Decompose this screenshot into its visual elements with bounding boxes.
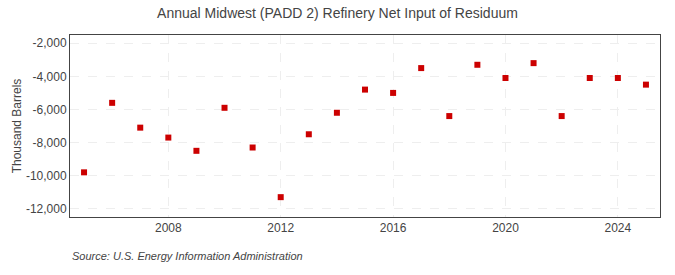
svg-text:-8,000: -8,000 (33, 136, 67, 150)
svg-text:-2,000: -2,000 (33, 36, 67, 50)
svg-text:2024: 2024 (605, 221, 632, 235)
svg-text:Source: U.S. Energy Informatio: Source: U.S. Energy Information Administ… (72, 250, 303, 262)
svg-text:Annual Midwest (PADD 2) Refine: Annual Midwest (PADD 2) Refinery Net Inp… (157, 5, 518, 21)
svg-text:-12,000: -12,000 (26, 202, 67, 216)
svg-text:-10,000: -10,000 (26, 169, 67, 183)
svg-text:2008: 2008 (155, 221, 182, 235)
svg-text:2020: 2020 (492, 221, 519, 235)
svg-text:2016: 2016 (380, 221, 407, 235)
svg-text:-6,000: -6,000 (33, 103, 67, 117)
svg-text:2012: 2012 (267, 221, 294, 235)
svg-text:-4,000: -4,000 (33, 70, 67, 84)
svg-text:Thousand Barrels: Thousand Barrels (10, 79, 24, 174)
